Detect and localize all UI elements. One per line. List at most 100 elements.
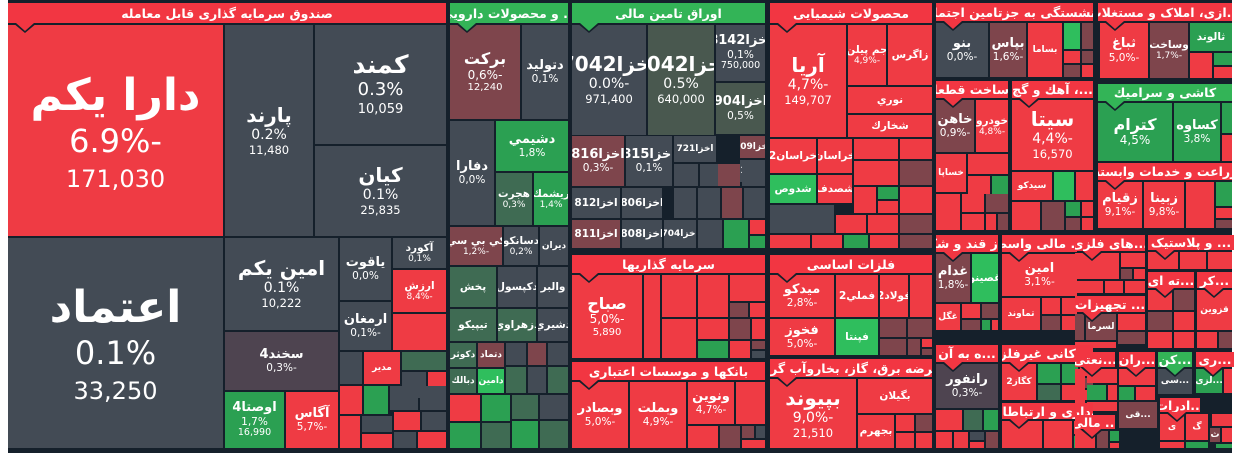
sector-header-telecom[interactable]: ...داری و ارتباطات xyxy=(1002,403,1093,419)
tile-اوصتا4[interactable]: اوصتا4 1,7% 16,990 xyxy=(225,392,284,448)
sector-notch-metals[interactable] xyxy=(778,273,796,281)
tile-cell[interactable] xyxy=(936,194,960,230)
tile-cell[interactable] xyxy=(662,319,696,358)
tile-cell[interactable] xyxy=(1110,443,1119,448)
tile-اخزا816[interactable]: اخزا816 -0,3% xyxy=(572,136,624,186)
tile-پارند[interactable]: پارند 0.2% 11,480 xyxy=(225,25,313,236)
tile-cell[interactable] xyxy=(418,432,446,448)
sector-notch-bonds[interactable] xyxy=(580,23,598,31)
tile-cell[interactable] xyxy=(1190,53,1212,78)
tile-cell[interactable] xyxy=(1108,385,1117,400)
tile-cell[interactable] xyxy=(756,426,765,438)
tile-نوري[interactable]: نوري xyxy=(848,87,932,113)
sector-notch-kr[interactable] xyxy=(1205,288,1223,296)
sector-header-industrial[interactable]: ...نعتی xyxy=(1075,352,1115,367)
sector-notch-realestate[interactable] xyxy=(1106,21,1124,29)
sector-header-sugar[interactable]: ...ز قند و شکر xyxy=(936,235,998,252)
tile-cell[interactable] xyxy=(340,352,362,384)
tile-ونوین[interactable]: ونوین -4,7% xyxy=(688,382,734,424)
tile-cell[interactable] xyxy=(506,343,526,365)
tile-cell[interactable] xyxy=(1197,332,1217,348)
sector-header-saderat[interactable]: ...ادرات xyxy=(1160,398,1200,412)
tile-زاگرس[interactable]: زاگرس xyxy=(888,25,932,85)
tile-cell[interactable] xyxy=(742,426,754,438)
sector-header-ri[interactable]: ...ری xyxy=(1196,352,1234,367)
tile-cell[interactable] xyxy=(844,235,868,248)
sector-header-pension[interactable]: ...زنشستگی به جزتامین اجتماعی xyxy=(936,3,1093,21)
tile-cell[interactable] xyxy=(1186,182,1214,228)
tile-cell[interactable] xyxy=(962,214,984,230)
sector-header-etf[interactable]: صندوق سرمایه گذاری قابل معامله xyxy=(8,3,446,23)
tile-شخارك[interactable]: شخارك xyxy=(848,115,932,137)
tile-cell[interactable] xyxy=(742,164,765,186)
tile-cell[interactable] xyxy=(868,215,898,233)
sector-notch-banks[interactable] xyxy=(580,380,598,388)
tile-cell[interactable] xyxy=(394,412,420,430)
sector-header-kr[interactable]: ...کر xyxy=(1197,272,1232,288)
tile-cell[interactable] xyxy=(900,215,932,233)
sector-header-kon[interactable]: ...کن xyxy=(1158,352,1192,367)
tile-زبینا[interactable]: زبینا -9,8% xyxy=(1144,182,1184,228)
tile-cell[interactable] xyxy=(878,187,898,199)
sector-notch-etf[interactable] xyxy=(16,23,34,31)
tile-cell[interactable] xyxy=(528,367,546,393)
tile-cell[interactable] xyxy=(992,176,1008,194)
tile-دبالك[interactable]: دبالك xyxy=(450,369,476,393)
tile-cell[interactable] xyxy=(364,386,388,414)
tile-cell[interactable] xyxy=(970,442,984,448)
tile-cell[interactable] xyxy=(1042,298,1060,314)
tile-تماوند[interactable]: تماوند xyxy=(1002,298,1040,330)
tile-cell[interactable] xyxy=(340,416,360,448)
tile-اخزا904[interactable]: اخزا904 0,5% xyxy=(716,83,765,134)
tile-cell[interactable] xyxy=(984,410,998,430)
tile-cell[interactable] xyxy=(1136,387,1155,400)
tile-cell[interactable] xyxy=(962,320,980,330)
tile-cell[interactable] xyxy=(1038,385,1060,400)
tile-cell[interactable] xyxy=(916,433,932,448)
tile-cell[interactable] xyxy=(730,319,750,339)
tile-cell[interactable] xyxy=(393,314,446,350)
sector-notch-plastic[interactable] xyxy=(1156,250,1174,258)
tile-cell[interactable] xyxy=(340,386,362,414)
sector-notch-metal-products[interactable] xyxy=(1083,251,1101,259)
tile-cell[interactable] xyxy=(750,220,765,234)
tile-cell[interactable] xyxy=(922,349,932,355)
sector-header-power[interactable]: عرضه برق، گاز، بخاروآب گرم xyxy=(770,359,932,377)
tile-cell[interactable] xyxy=(644,275,660,358)
tile-دتماد[interactable]: دتماد xyxy=(478,343,504,367)
sector-header-fin-intermediary[interactable]: ... مالی واسط xyxy=(1002,235,1077,252)
tile-cell[interactable] xyxy=(962,194,984,212)
tile-cell[interactable] xyxy=(1119,387,1134,400)
tile-cell[interactable] xyxy=(986,194,1008,212)
tile-امین یکم[interactable]: امین یکم 0.1% 10,222 xyxy=(225,238,338,330)
tile-cell[interactable] xyxy=(1118,314,1145,330)
tile-ثباغ[interactable]: ثباغ -5,0% xyxy=(1100,23,1148,78)
tile-دارا یکم[interactable]: دارا یکم -6.9% 171,030 xyxy=(8,25,223,236)
sector-notch-pension[interactable] xyxy=(944,21,962,29)
sector-notch-parts[interactable] xyxy=(944,98,962,106)
tile-کترام[interactable]: کترام 4,5% xyxy=(1098,103,1172,161)
tile-cell[interactable] xyxy=(1186,442,1208,448)
tile-آگاس[interactable]: آگاس -5,7% xyxy=(286,392,338,448)
tile-cell[interactable] xyxy=(954,432,968,448)
tile-فولاد2[interactable]: فولاد2 xyxy=(880,275,908,317)
tile-فپنتا[interactable]: فپنتا xyxy=(836,319,878,355)
tile-cell[interactable] xyxy=(700,164,720,186)
sector-notch-equipment[interactable] xyxy=(1083,312,1101,320)
tile-ریشمك[interactable]: ریشمك 1,4% xyxy=(534,173,568,225)
tile-cell[interactable] xyxy=(1121,269,1132,279)
tile-cell[interactable] xyxy=(752,341,765,349)
tile-بگیلان[interactable]: بگیلان xyxy=(858,379,932,413)
sector-header-ceramic[interactable]: کاشی و سرامیك xyxy=(1098,84,1232,101)
tile-cell[interactable] xyxy=(730,275,765,301)
tile-اخزا806[interactable]: اخزا806 xyxy=(622,188,662,218)
tile-cell[interactable] xyxy=(1134,269,1145,279)
tile-cell[interactable] xyxy=(1062,364,1078,383)
tile-cell[interactable] xyxy=(1212,414,1232,426)
tile-خساپا[interactable]: خساپا xyxy=(936,154,966,192)
sector-notch-chemical[interactable] xyxy=(778,23,796,31)
tile-cell[interactable] xyxy=(1064,51,1080,63)
sector-header-pharma[interactable]: ... و محصولات دارویی xyxy=(450,3,568,23)
tile-cell[interactable] xyxy=(724,220,748,248)
tile-cell[interactable] xyxy=(1042,202,1064,230)
